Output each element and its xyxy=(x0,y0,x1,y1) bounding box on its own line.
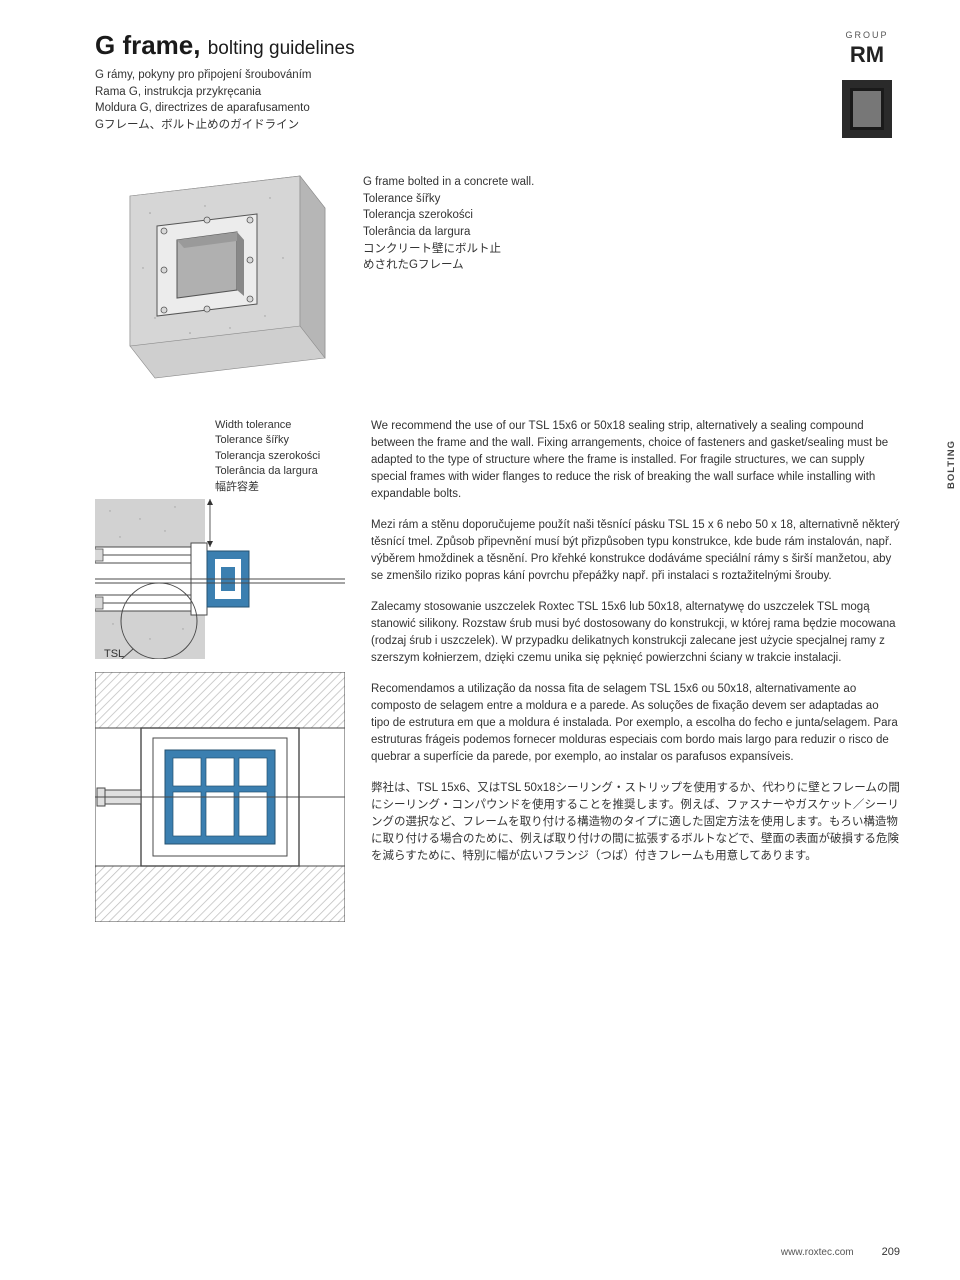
caption-line: コンクリート壁にボルト止 xyxy=(363,241,534,258)
tol-line: Tolerância da largura xyxy=(215,464,345,479)
caption-line: めされたGフレーム xyxy=(363,257,534,274)
title-strong: G frame, xyxy=(95,30,201,60)
brand-frame-icon xyxy=(842,80,892,138)
subtitle-cz: G rámy, pokyny pro připojení šroubováním xyxy=(95,67,355,84)
page-number: 209 xyxy=(882,1246,900,1258)
para-cz: Mezi rám a stěnu doporučujeme použít naš… xyxy=(371,517,900,585)
fig1-caption: G frame bolted in a concrete wall. Toler… xyxy=(363,174,534,274)
title-light: bolting guidelines xyxy=(208,38,355,59)
isometric-wall-figure xyxy=(95,168,335,383)
tol-line: Width tolerance xyxy=(215,418,345,433)
tol-line: 幅許容差 xyxy=(215,480,345,495)
para-pl: Zalecamy stosowanie uszczelek Roxtec TSL… xyxy=(371,599,900,667)
caption-line: Tolerance šířky xyxy=(363,191,534,208)
brand-group-label: GROUP xyxy=(842,30,892,40)
cross-section-figure xyxy=(95,672,345,922)
para-en: We recommend the use of our TSL 15x6 or … xyxy=(371,418,900,503)
brand-box: GROUP RM xyxy=(842,30,892,138)
tol-line: Tolerance šířky xyxy=(215,433,345,448)
page-footer: www.roxtec.com 209 xyxy=(95,1246,900,1258)
tsl-detail-figure xyxy=(95,499,345,659)
tsl-label: TSL xyxy=(104,648,124,660)
tolerance-label: Width tolerance Tolerance šířky Toleranc… xyxy=(215,418,345,495)
footer-url: www.roxtec.com xyxy=(781,1247,854,1258)
caption-line: G frame bolted in a concrete wall. xyxy=(363,174,534,191)
brand-main: RM xyxy=(842,42,892,68)
para-jp: 弊社は、TSL 15x6、又はTSL 50x18シーリング・ストリップを使用する… xyxy=(371,780,900,865)
side-tab-bolting: BOLTING xyxy=(946,440,957,489)
caption-line: Tolerancja szerokości xyxy=(363,207,534,224)
title-block: G frame, bolting guidelines G rámy, poky… xyxy=(95,30,355,134)
para-pt: Recomendamos a utilização da nossa fita … xyxy=(371,681,900,766)
subtitle-pt: Moldura G, directrizes de aparafusamento xyxy=(95,100,355,117)
tol-line: Tolerancja szerokości xyxy=(215,449,345,464)
page-title: G frame, bolting guidelines xyxy=(95,30,355,61)
subtitle-pl: Rama G, instrukcja przykręcania xyxy=(95,84,355,101)
caption-line: Tolerância da largura xyxy=(363,224,534,241)
body-copy: We recommend the use of our TSL 15x6 or … xyxy=(371,418,900,927)
subtitle-jp: Gフレーム、ボルト止めのガイドライン xyxy=(95,117,355,134)
